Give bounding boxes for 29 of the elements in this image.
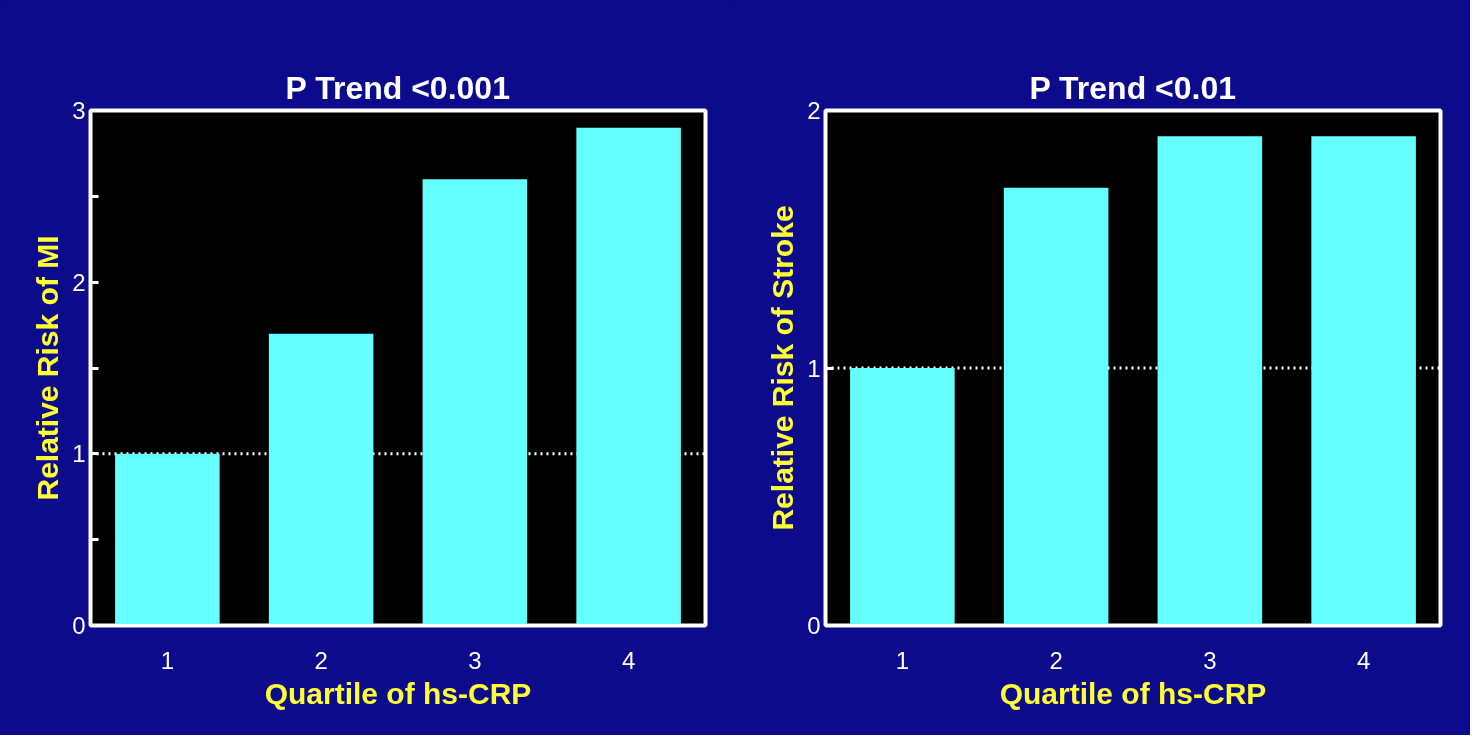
y-tick-label: 0	[807, 612, 821, 639]
x-tick-label: 2	[314, 646, 328, 674]
x-tick-label: 2	[1049, 646, 1063, 674]
y-axis-title: Relative Risk of Stroke	[766, 205, 800, 531]
x-tick-label: 1	[895, 646, 910, 674]
bar	[850, 368, 955, 626]
y-tick-label: 2	[807, 97, 821, 124]
y-tick-label: 2	[72, 268, 86, 296]
bar	[1311, 136, 1416, 626]
x-tick-label: 3	[1203, 646, 1217, 674]
bar	[1157, 136, 1263, 626]
chart-title: P Trend <0.001	[285, 69, 510, 106]
x-tick-label: 1	[160, 646, 175, 674]
y-tick-label: 3	[72, 97, 86, 124]
bar	[576, 127, 681, 626]
y-tick-label: 0	[72, 612, 86, 639]
bar	[422, 179, 528, 626]
x-tick-label: 4	[621, 646, 636, 674]
x-axis-title: Quartile of hs-CRP	[264, 676, 532, 710]
x-tick-label: 4	[1356, 646, 1371, 674]
chart-title: P Trend <0.01	[1029, 69, 1237, 106]
y-tick-label: 1	[807, 354, 821, 382]
x-axis-title: Quartile of hs-CRP	[999, 676, 1267, 710]
x-tick-label: 3	[468, 646, 482, 674]
y-tick-label: 1	[72, 440, 86, 468]
bar	[115, 453, 220, 626]
bar	[268, 333, 374, 626]
y-axis-title: Relative Risk of MI	[31, 235, 65, 501]
bar	[1003, 187, 1109, 626]
